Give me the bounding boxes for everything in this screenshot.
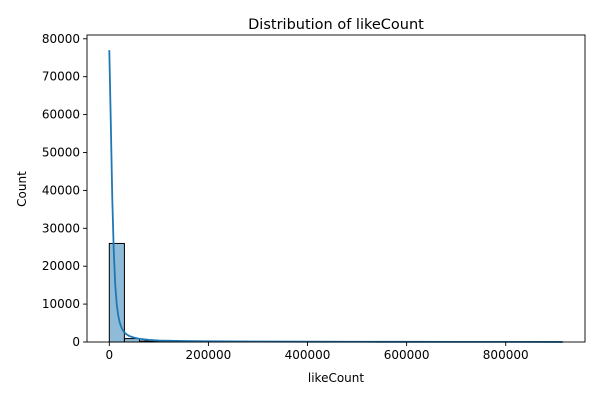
kde-line [108, 50, 563, 343]
y-tick-label: 40000 [42, 183, 80, 197]
y-tick-label: 60000 [42, 108, 80, 122]
x-tick-label: 200000 [185, 348, 231, 362]
x-axis-label: likeCount [308, 371, 365, 385]
y-tick-label: 70000 [42, 70, 80, 84]
plot-area: 0 200000 400000 600000 800000 0 10000 20000 3000… [42, 32, 586, 362]
x-tick-label: 600000 [384, 348, 430, 362]
x-tick-label: 800000 [483, 348, 529, 362]
chart-title: Distribution of likeCount [248, 17, 424, 33]
x-tick-label: 400000 [285, 348, 331, 362]
y-tick-label: 80000 [42, 32, 80, 46]
y-tick-label: 50000 [42, 145, 80, 159]
y-tick-label: 0 [72, 335, 80, 349]
y-axis-label: Count [15, 171, 29, 207]
y-tick-label: 20000 [42, 259, 80, 273]
y-tick-label: 30000 [42, 221, 80, 235]
axes-frame [86, 34, 586, 343]
y-tick-label: 10000 [42, 297, 80, 311]
x-tick-label: 0 [105, 348, 113, 362]
